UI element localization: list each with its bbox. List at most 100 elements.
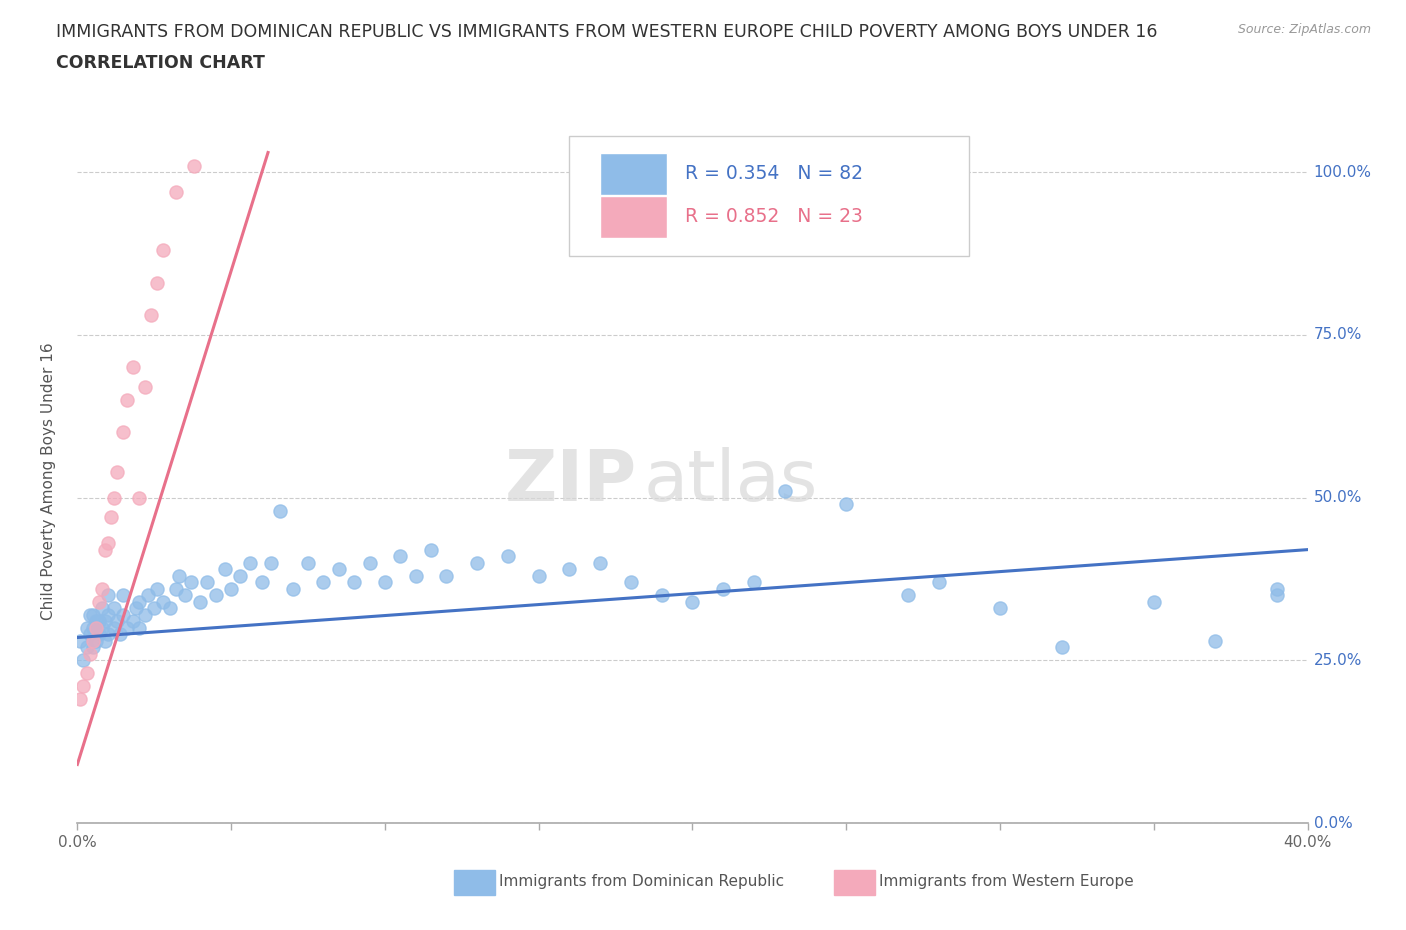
Point	[112, 588, 135, 603]
Text: Source: ZipAtlas.com: Source: ZipAtlas.com	[1237, 23, 1371, 36]
Point	[105, 464, 128, 479]
Point	[90, 581, 114, 596]
Point	[897, 588, 920, 603]
Text: 50.0%: 50.0%	[1313, 490, 1362, 505]
Point	[112, 425, 135, 440]
Point	[87, 627, 110, 642]
Point	[180, 575, 202, 590]
Point	[82, 607, 104, 622]
Point	[359, 555, 381, 570]
Point	[219, 581, 242, 596]
Point	[84, 620, 107, 635]
Point	[69, 692, 91, 707]
Point	[405, 568, 427, 583]
Point	[773, 484, 796, 498]
Point	[589, 555, 612, 570]
Text: IMMIGRANTS FROM DOMINICAN REPUBLIC VS IMMIGRANTS FROM WESTERN EUROPE CHILD POVER: IMMIGRANTS FROM DOMINICAN REPUBLIC VS IM…	[56, 23, 1157, 41]
Point	[84, 633, 107, 648]
Point	[167, 568, 190, 583]
Text: 0.0%: 0.0%	[1313, 816, 1353, 830]
Point	[1265, 588, 1288, 603]
Point	[195, 575, 218, 590]
Point	[79, 627, 101, 642]
Point	[260, 555, 283, 570]
Point	[297, 555, 319, 570]
Point	[97, 536, 120, 551]
Point	[214, 562, 236, 577]
Point	[651, 588, 673, 603]
Point	[174, 588, 197, 603]
Point	[239, 555, 262, 570]
Text: 75.0%: 75.0%	[1313, 327, 1362, 342]
Point	[110, 627, 132, 642]
Point	[269, 503, 291, 518]
Point	[527, 568, 550, 583]
Point	[558, 562, 581, 577]
Point	[165, 581, 187, 596]
Point	[90, 620, 114, 635]
Point	[420, 542, 443, 557]
Point	[152, 243, 174, 258]
Point	[152, 594, 174, 609]
Point	[97, 627, 120, 642]
Point	[76, 620, 98, 635]
Point	[82, 640, 104, 655]
Point	[988, 601, 1011, 616]
Point	[465, 555, 488, 570]
Point	[100, 510, 122, 525]
Point	[328, 562, 350, 577]
Text: Immigrants from Dominican Republic: Immigrants from Dominican Republic	[499, 874, 785, 889]
Point	[82, 620, 104, 635]
Point	[76, 640, 98, 655]
Point	[128, 594, 150, 609]
Point	[97, 588, 120, 603]
Point	[134, 379, 156, 394]
Point	[165, 184, 187, 199]
Point	[82, 633, 104, 648]
Point	[1265, 581, 1288, 596]
Point	[105, 614, 128, 629]
Point	[94, 633, 117, 648]
Point	[389, 549, 412, 564]
Point	[183, 158, 205, 173]
Text: CORRELATION CHART: CORRELATION CHART	[56, 54, 266, 72]
Point	[90, 601, 114, 616]
Point	[128, 490, 150, 505]
Point	[103, 601, 125, 616]
Point	[134, 607, 156, 622]
Text: 100.0%: 100.0%	[1313, 165, 1372, 179]
Point	[72, 653, 94, 668]
Point	[682, 594, 704, 609]
Point	[141, 308, 163, 323]
Point	[146, 275, 169, 290]
Point	[103, 620, 125, 635]
Point	[97, 607, 120, 622]
Point	[312, 575, 335, 590]
Point	[87, 594, 110, 609]
Y-axis label: Child Poverty Among Boys Under 16: Child Poverty Among Boys Under 16	[42, 342, 56, 620]
Point	[121, 614, 143, 629]
Point	[69, 633, 91, 648]
Point	[620, 575, 643, 590]
Point	[103, 490, 125, 505]
Point	[928, 575, 950, 590]
FancyBboxPatch shape	[600, 153, 666, 194]
Point	[72, 679, 94, 694]
Point	[204, 588, 226, 603]
Text: R = 0.852   N = 23: R = 0.852 N = 23	[685, 207, 863, 226]
Point	[115, 392, 138, 407]
Point	[1143, 594, 1166, 609]
Point	[250, 575, 273, 590]
Text: ZIP: ZIP	[505, 446, 637, 516]
Point	[128, 620, 150, 635]
Point	[374, 575, 396, 590]
Point	[76, 666, 98, 681]
Point	[496, 549, 519, 564]
Point	[84, 614, 107, 629]
Point	[143, 601, 166, 616]
Point	[94, 542, 117, 557]
Point	[121, 360, 143, 375]
Point	[146, 581, 169, 596]
Text: atlas: atlas	[644, 446, 818, 516]
Point	[87, 614, 110, 629]
